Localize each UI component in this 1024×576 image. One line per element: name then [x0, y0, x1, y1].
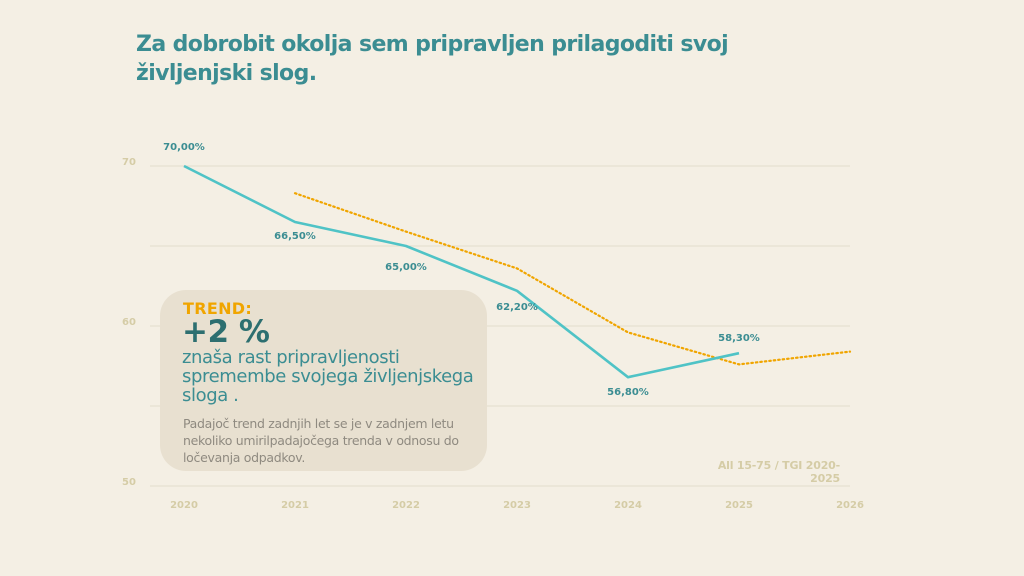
x-tick-label: 2021: [281, 500, 309, 511]
data-label: 66,50%: [274, 231, 316, 242]
data-label: 65,00%: [385, 262, 427, 273]
y-tick-label: 70: [122, 157, 136, 168]
chart-title: Za dobrobit okolja sem pripravljen prila…: [136, 32, 729, 86]
trend-line: [293, 192, 852, 366]
series-group: [183, 164, 852, 379]
x-tick-label: 2022: [392, 500, 420, 511]
y-axis-ticks: 70 60 50: [122, 157, 136, 488]
trend-callout: TREND: +2 % znaša rast pripravljenosti s…: [160, 290, 487, 471]
x-tick-label: 2026: [836, 500, 864, 511]
data-labels: 70,00% 66,50% 65,00% 62,20% 56,80% 58,30%: [163, 142, 760, 398]
x-tick-label: 2025: [725, 500, 753, 511]
y-tick-label: 60: [122, 317, 136, 328]
data-label: 58,30%: [718, 333, 760, 344]
x-axis-ticks: 2020 2021 2022 2023 2024 2025 2026: [170, 500, 864, 511]
x-tick-label: 2020: [170, 500, 198, 511]
trend-value: +2 %: [182, 314, 270, 350]
data-label: 56,80%: [607, 387, 649, 398]
x-tick-label: 2024: [614, 500, 642, 511]
y-tick-label: 50: [122, 477, 136, 488]
x-tick-label: 2023: [503, 500, 531, 511]
source-note: All 15-75 / TGI 2020-2025: [717, 459, 840, 485]
data-label: 70,00%: [163, 142, 205, 153]
data-label: 62,20%: [496, 302, 538, 313]
trend-note: Padajoč trend zadnjih let se je v zadnje…: [183, 416, 459, 465]
series-line: [183, 164, 740, 379]
trend-description: znaša rast pripravljenosti spremembe svo…: [182, 347, 474, 406]
trend-label: TREND:: [183, 299, 253, 318]
